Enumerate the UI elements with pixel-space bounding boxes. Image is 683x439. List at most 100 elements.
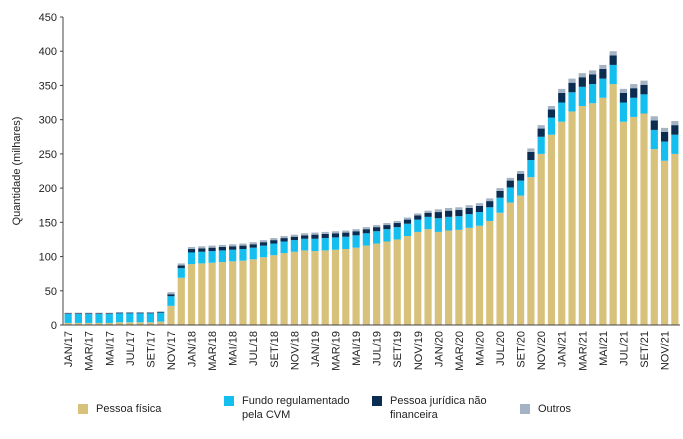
bar-segment [558, 121, 566, 325]
bar-segment [434, 209, 442, 213]
bar-segment [177, 265, 185, 269]
bar-segment [301, 250, 309, 325]
bar-segment [578, 73, 586, 78]
bar-segment [537, 153, 545, 325]
bar-segment [660, 160, 669, 325]
y-tick-label: 200 [39, 183, 57, 195]
bar-segment [105, 313, 113, 315]
bar-segment [301, 233, 309, 236]
bar-segment [660, 131, 669, 142]
x-tick-label: MAR/19 [331, 331, 343, 371]
bar-segment [136, 313, 144, 323]
bar-segment [64, 314, 72, 323]
bar-segment [95, 312, 103, 314]
bar-segment [640, 80, 648, 85]
bar-segment [115, 313, 124, 323]
bar-segment [558, 92, 566, 103]
bar-segment [177, 268, 185, 278]
bar-segment [352, 231, 360, 236]
bar-segment [619, 121, 628, 325]
x-tick-label: JUL/21 [618, 331, 630, 366]
y-tick-label: 0 [51, 320, 57, 332]
bar-segment [373, 225, 381, 228]
bar-segment [280, 241, 288, 254]
bar-segment [95, 314, 103, 323]
x-tick-label: JAN/19 [310, 331, 322, 367]
legend-swatch [78, 404, 88, 414]
bar-segment [85, 313, 93, 315]
bar-segment [249, 242, 257, 245]
bar-segment [414, 215, 422, 220]
bar-segment [74, 312, 83, 314]
bar-segment [229, 261, 237, 325]
bar-segment [136, 311, 144, 313]
bar-segment [270, 238, 278, 241]
bar-segment [424, 229, 432, 325]
bar-segment [146, 313, 155, 323]
bar-segment [650, 129, 658, 150]
bar-segment [506, 187, 514, 203]
bar-segment [270, 243, 278, 256]
bar-segment [465, 207, 473, 215]
bar-segment [342, 249, 350, 325]
bar-segment [650, 116, 658, 121]
bar-segment [126, 311, 134, 313]
bar-segment [506, 180, 514, 188]
bar-segment [619, 102, 628, 122]
bar-segment [290, 236, 298, 241]
bar-segment [568, 82, 576, 93]
bar-segment [74, 313, 83, 315]
bar-segment [280, 238, 288, 242]
bar-segment [208, 245, 216, 248]
bar-segment [229, 249, 237, 262]
x-tick-label: JUL/19 [372, 331, 384, 366]
bar-segment [599, 69, 607, 79]
bar-segment [352, 229, 360, 232]
legend-item: Outros [520, 402, 638, 416]
bar-segment [445, 210, 453, 217]
bar-segment [362, 227, 370, 230]
bar-segment [403, 236, 412, 325]
bar-segment [403, 223, 412, 237]
bar-segment [403, 217, 412, 220]
bar-segment [249, 244, 257, 248]
bar-segment [496, 190, 504, 198]
bar-segment [85, 322, 93, 325]
bar-segment [280, 236, 288, 239]
bar-segment [383, 225, 391, 230]
bar-segment [208, 262, 216, 325]
bar-segment [290, 240, 298, 252]
bar-segment [383, 241, 391, 325]
bar-segment [445, 230, 453, 325]
bar-segment [218, 246, 226, 251]
bar-segment [198, 263, 206, 325]
bar-segment [496, 188, 504, 191]
bar-segment [383, 229, 391, 242]
bar-segment [547, 134, 556, 325]
bar-segment [115, 312, 124, 314]
bar-segment [671, 153, 679, 325]
bar-segment [115, 311, 124, 313]
legend-label: Pessoa física [96, 403, 162, 415]
bar-segment [105, 322, 113, 325]
bar-segment [630, 116, 638, 325]
bar-segment [64, 322, 72, 325]
bar-segment [537, 125, 545, 129]
bar-segment [568, 111, 576, 325]
x-tick-label: MAI/18 [228, 331, 240, 366]
bar-segment [270, 240, 278, 244]
y-tick-label: 150 [39, 217, 57, 229]
bar-segment [424, 210, 432, 213]
bar-segment [157, 312, 165, 322]
bar-segment [311, 232, 319, 235]
bar-segment [373, 231, 381, 244]
bar-segment [136, 322, 144, 325]
bar-segment [465, 214, 473, 228]
bar-segment [650, 120, 658, 130]
bar-segment [331, 249, 340, 325]
x-tick-label: NOV/18 [289, 331, 301, 370]
legend-swatch [520, 404, 530, 414]
bar-segment [321, 238, 329, 251]
y-tick-label: 300 [39, 115, 57, 127]
